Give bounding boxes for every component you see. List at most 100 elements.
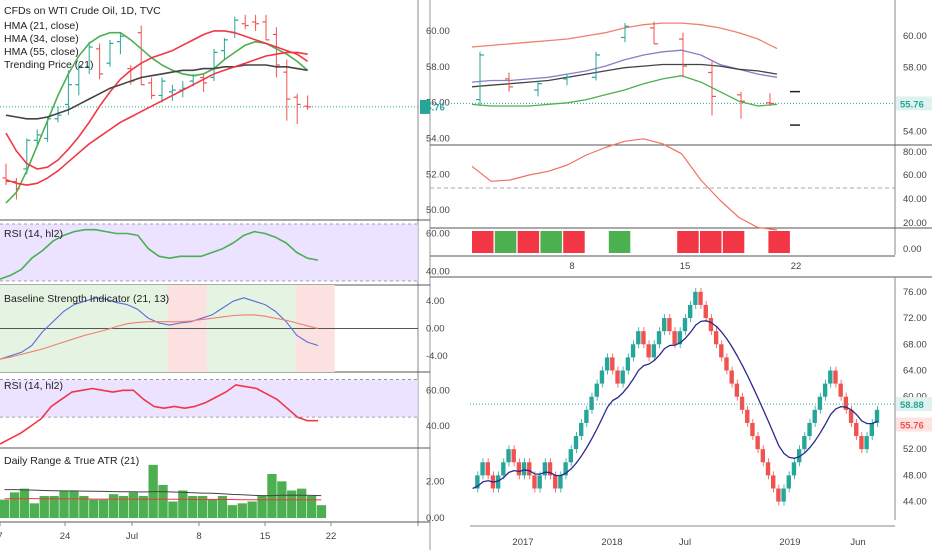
y-tick-label: 40.00 (426, 421, 450, 432)
range-bar (49, 496, 59, 518)
range-bar (118, 496, 129, 518)
range-bar (138, 496, 148, 518)
range-bar (287, 490, 297, 518)
y-tick-label: 56.00 (426, 98, 450, 109)
tr3-block (608, 231, 631, 253)
pane-title: RSI (14, hl2) (4, 380, 63, 392)
x-tick-label: 8 (569, 261, 574, 272)
series-line (5, 31, 309, 204)
x-tick-label: 7 (0, 531, 3, 542)
y-tick-label: 76.00 (903, 287, 927, 298)
x-tick-label: 2019 (779, 537, 800, 548)
x-tick-label: Jul (126, 531, 138, 542)
tr-series (471, 75, 778, 107)
rsi2-line (0, 384, 318, 445)
x-tick-label: 2017 (512, 537, 533, 548)
series-line (5, 30, 309, 170)
tr3-block (494, 231, 517, 253)
pane-title: Baseline Strength Indicator (21, 13) (4, 293, 169, 305)
y-tick-label: 40.00 (903, 194, 927, 205)
renko-brick (495, 475, 501, 489)
range-bar (217, 496, 228, 518)
range-bar (89, 499, 99, 518)
tr3-block (677, 231, 699, 253)
legend-entry: HMA (55, close) (4, 46, 79, 58)
baseline-series (0, 297, 319, 360)
last-price-label: 55.76 (421, 102, 445, 113)
y-tick-label: 60.00 (903, 170, 927, 181)
range-bar (188, 496, 198, 518)
range-bar (69, 490, 79, 518)
legend-entry: HMA (34, close) (4, 33, 79, 45)
renko-brick (485, 462, 490, 476)
rsi1-line (0, 228, 319, 280)
pane-title: Daily Range & True ATR (21) (4, 455, 139, 467)
range-bar (39, 496, 49, 518)
renko-tag2 (896, 417, 932, 432)
x-tick-label: 8 (196, 531, 201, 542)
tr3-block (722, 231, 745, 253)
range-bar (29, 503, 39, 518)
tr-series (471, 63, 778, 88)
range-bar (237, 503, 247, 518)
y-tick-label: 0.00 (903, 244, 922, 255)
y-tick-label: 44.00 (903, 497, 927, 508)
y-tick-label: 20.00 (903, 218, 927, 229)
y-tick-label: 72.00 (903, 313, 927, 324)
y-tick-label: 0.00 (426, 324, 445, 335)
range-bar (257, 496, 267, 518)
y-tick-label: 0.00 (426, 513, 445, 524)
renko-price-label: 58.88 (900, 400, 924, 411)
renko-tag (896, 397, 932, 412)
tr3-block (768, 231, 790, 253)
x-tick-label: 2018 (601, 537, 622, 548)
series-line (5, 51, 308, 186)
y-tick-label: -4.00 (426, 351, 448, 362)
series-line (5, 64, 308, 120)
range-bar (128, 492, 138, 518)
y-tick-label: 48.00 (903, 470, 927, 481)
legend-entry: Trending Price (21) (4, 59, 93, 71)
range-bar (227, 505, 237, 518)
y-tick-label: 52.00 (426, 169, 450, 180)
x-tick-label: 24 (60, 531, 71, 542)
baseline-series (0, 314, 319, 360)
range-bar (316, 505, 327, 518)
range-bar (108, 494, 119, 518)
tr3-block (517, 231, 540, 253)
pane-title: RSI (14, hl2) (4, 228, 63, 240)
x-tick-label: Jul (679, 537, 691, 548)
range-bar (99, 499, 109, 518)
x-tick-label: 22 (326, 531, 337, 542)
renko-brick (501, 462, 506, 476)
y-tick-label: 58.00 (903, 63, 927, 74)
y-tick-label: 80.00 (903, 147, 927, 158)
rsi-band (0, 379, 418, 418)
range-bar (306, 496, 317, 518)
range-bar (158, 485, 168, 518)
y-tick-label: 58.00 (426, 62, 450, 73)
range-bar (168, 501, 178, 518)
range-bar (19, 488, 30, 518)
y-tick-label: 60.00 (903, 31, 927, 42)
range-bar (79, 496, 89, 518)
y-tick-label: 68.00 (903, 339, 927, 350)
y-tick-label: 60.00 (426, 26, 450, 37)
tr3-block (563, 231, 585, 253)
chart-title: CFDs on WTI Crude Oil, 1D, TVC (4, 5, 161, 17)
x-tick-label: 22 (791, 261, 802, 272)
tr-last-price-label: 55.76 (900, 99, 924, 110)
range-bar (178, 490, 188, 518)
renko-price-label-2: 55.76 (900, 421, 924, 432)
price-tag (420, 99, 430, 114)
y-tick-label: 4.00 (426, 296, 445, 307)
range-bar (198, 496, 208, 518)
tr3-block (700, 231, 722, 253)
y-tick-label: 54.00 (426, 133, 450, 144)
renko-ma (472, 320, 878, 490)
y-tick-label: 50.00 (426, 205, 450, 216)
y-tick-label: 64.00 (903, 366, 927, 377)
y-tick-label: 52.00 (903, 444, 927, 455)
y-tick-label: 60.00 (426, 229, 450, 240)
